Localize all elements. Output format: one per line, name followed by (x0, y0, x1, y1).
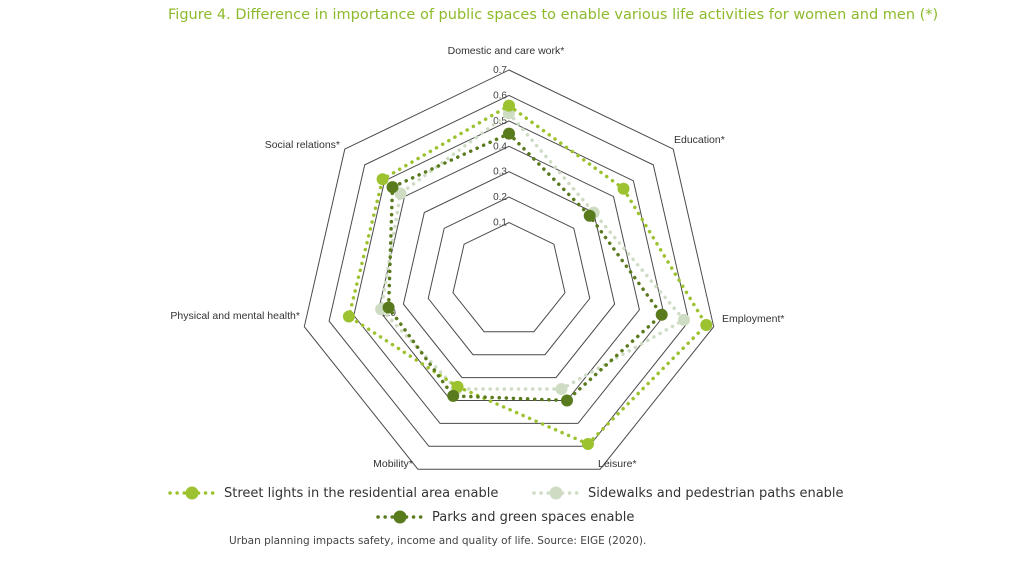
series-2 (382, 127, 668, 407)
tick-label: 0.7 (493, 65, 507, 76)
data-point (561, 394, 573, 407)
legend-marker-parks (376, 510, 426, 524)
axis-label: Domestic and care work* (448, 45, 565, 57)
legend-item-sidewalks: Sidewalks and pedestrian paths enable (532, 485, 844, 501)
data-point (655, 308, 668, 321)
grid-ring (328, 94, 690, 447)
data-point (451, 380, 464, 393)
data-point (503, 127, 515, 140)
grid-ring (402, 171, 616, 379)
axis-label: Education* (674, 134, 725, 146)
data-point (447, 389, 460, 402)
data-point (342, 310, 355, 323)
data-point (503, 99, 515, 112)
tick-label: 0.0 (382, 308, 396, 319)
grid-ring (452, 222, 566, 333)
axis-label: Social relations* (265, 139, 340, 151)
legend-label-parks: Parks and green spaces enable (432, 509, 635, 525)
series-0 (342, 99, 713, 450)
data-point (376, 173, 389, 186)
legend-label-sidewalks: Sidewalks and pedestrian paths enable (588, 485, 844, 501)
tick-label: 0.2 (493, 192, 507, 203)
series-line (379, 110, 687, 391)
data-point (394, 187, 407, 200)
data-point (555, 383, 568, 395)
axis-labels: Domestic and care work* Education* Employm… (170, 45, 784, 470)
axis-label: Physical and mental health* (170, 310, 300, 322)
series-line (386, 131, 665, 403)
caption: Urban planning impacts safety, income an… (229, 535, 647, 547)
data-point (700, 319, 713, 331)
data-point (582, 438, 594, 450)
data-point (617, 182, 630, 195)
tick-label: 0.3 (493, 167, 507, 178)
tick-label: 0.4 (493, 141, 507, 152)
axis-label: Employment* (722, 313, 784, 325)
axis-label: Leisure* (598, 458, 637, 470)
tick-label: 0.6 (493, 90, 507, 101)
data-point (386, 181, 399, 194)
grid-ring (303, 69, 715, 470)
grid-ring (378, 145, 640, 401)
axis-label: Mobility* (373, 458, 413, 470)
chart-title: Figure 4. Difference in importance of pu… (168, 7, 939, 23)
data-point (678, 313, 690, 326)
legend-marker-sidewalks (532, 486, 582, 500)
tick-label: 0.1 (493, 218, 507, 229)
grid-ring (353, 120, 665, 424)
grid-ring (427, 196, 591, 356)
data-point (583, 209, 596, 222)
legend-label-street-lights: Street lights in the residential area en… (224, 485, 499, 501)
legend-item-street-lights: Street lights in the residential area en… (168, 485, 498, 501)
legend-item-parks: Parks and green spaces enable (376, 509, 634, 525)
data-point (382, 301, 395, 314)
series-line (346, 103, 709, 447)
radar-grid (303, 69, 715, 470)
legend-marker-street-lights (168, 486, 218, 500)
series-layer (342, 99, 713, 450)
